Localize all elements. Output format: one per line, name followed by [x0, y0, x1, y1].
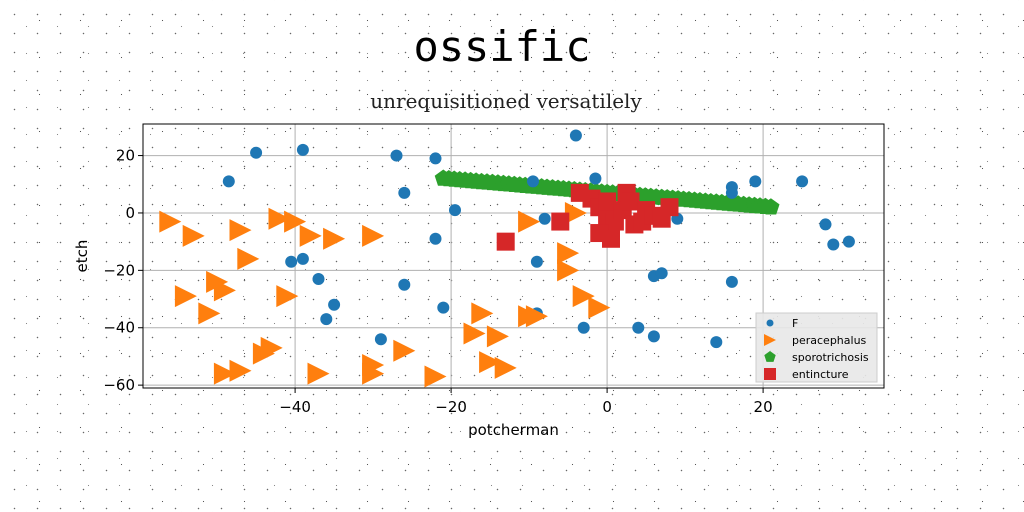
entincture-point — [598, 192, 617, 211]
peracephalus-point — [557, 242, 580, 265]
peracephalus-point — [588, 296, 611, 319]
peracephalus-point — [471, 302, 494, 325]
peracephalus-point — [276, 285, 299, 308]
f-point — [449, 204, 461, 217]
y-axis-label: etch — [73, 240, 91, 273]
f-point — [296, 252, 309, 265]
f-point — [842, 235, 855, 248]
f-point — [429, 152, 442, 165]
f-point — [296, 143, 309, 156]
f-point — [819, 218, 832, 231]
x-tick-label: −40 — [279, 398, 311, 416]
legend-marker — [764, 334, 776, 346]
peracephalus-point — [393, 339, 416, 362]
f-point — [312, 272, 325, 285]
entincture-point — [551, 212, 570, 231]
peracephalus-point — [572, 285, 595, 308]
f-point — [725, 275, 738, 288]
peracephalus-point — [213, 279, 236, 302]
f-point — [725, 186, 738, 199]
peracephalus-point — [518, 210, 541, 233]
f-point — [577, 321, 590, 334]
entincture-point — [660, 198, 679, 217]
chart-subtitle: unrequisitioned versatilely — [370, 89, 642, 113]
peracephalus-point — [284, 210, 307, 233]
f-point — [250, 146, 263, 159]
peracephalus-point — [323, 227, 346, 250]
legend-marker — [766, 319, 774, 327]
f-point — [390, 149, 403, 162]
f-point — [796, 175, 809, 188]
f-point — [538, 212, 551, 225]
x-tick-label: 20 — [754, 398, 773, 416]
peracephalus-point — [525, 305, 548, 328]
entincture-point — [602, 229, 620, 248]
peracephalus-point — [557, 259, 580, 282]
f-point — [569, 129, 582, 142]
f-point — [530, 255, 543, 268]
f-point — [429, 232, 442, 245]
y-tick-label: 20 — [116, 147, 135, 165]
f-point — [655, 267, 668, 280]
f-point — [285, 255, 298, 268]
peracephalus-point — [159, 210, 182, 233]
f-point — [749, 175, 762, 188]
y-tick-label: −60 — [103, 376, 135, 394]
peracephalus-point — [213, 362, 236, 385]
peracephalus-point — [260, 336, 283, 359]
peracephalus-point — [362, 362, 385, 385]
entincture-point — [621, 192, 640, 211]
peracephalus-point — [307, 362, 330, 385]
f-point — [589, 172, 602, 185]
f-point — [437, 301, 450, 314]
f-point — [398, 278, 411, 291]
legend-marker — [764, 351, 776, 362]
x-tick-label: 0 — [602, 398, 612, 416]
legend-label: peracephalus — [792, 334, 867, 347]
peracephalus-point — [424, 365, 447, 388]
peracephalus-point — [229, 219, 252, 242]
y-tick-label: 0 — [125, 204, 135, 222]
peracephalus-point — [229, 359, 252, 382]
f-point — [328, 298, 341, 311]
f-point — [222, 175, 235, 188]
legend-label: F — [792, 317, 798, 330]
f-point — [374, 333, 387, 346]
f-point — [632, 321, 645, 334]
legend-label: entincture — [792, 368, 849, 381]
data-marks — [159, 129, 855, 388]
f-point — [398, 186, 411, 199]
plot-frame — [142, 123, 885, 389]
f-point — [647, 330, 660, 343]
peracephalus-point — [564, 201, 587, 224]
peracephalus-point — [268, 207, 291, 230]
f-point — [320, 313, 333, 326]
x-axis-label: potcherman — [468, 421, 559, 439]
f-point — [527, 175, 539, 188]
peracephalus-point — [198, 302, 221, 325]
peracephalus-point — [362, 224, 385, 247]
legend-marker — [764, 368, 776, 380]
entincture-point — [496, 232, 515, 251]
peracephalus-point — [479, 351, 502, 374]
peracephalus-point — [486, 325, 509, 348]
y-tick-label: −20 — [103, 261, 135, 279]
peracephalus-point — [463, 322, 486, 345]
peracephalus-point — [174, 285, 197, 308]
legend-box — [755, 312, 878, 383]
peracephalus-point — [299, 224, 322, 247]
f-point — [710, 336, 723, 349]
peracephalus-point — [494, 356, 517, 379]
x-tick-label: −20 — [435, 398, 467, 416]
axis-ticks: −40 −20 0 20 −60 −40 −20 0 20 — [103, 147, 772, 416]
f-point — [827, 238, 840, 251]
sporotrichosis-point — [762, 198, 780, 215]
peracephalus-point — [237, 247, 260, 270]
peracephalus-point — [182, 224, 205, 247]
legend-label: sporotrichosis — [792, 351, 869, 364]
chart-title: ossific — [413, 22, 591, 71]
y-tick-label: −40 — [103, 319, 135, 337]
